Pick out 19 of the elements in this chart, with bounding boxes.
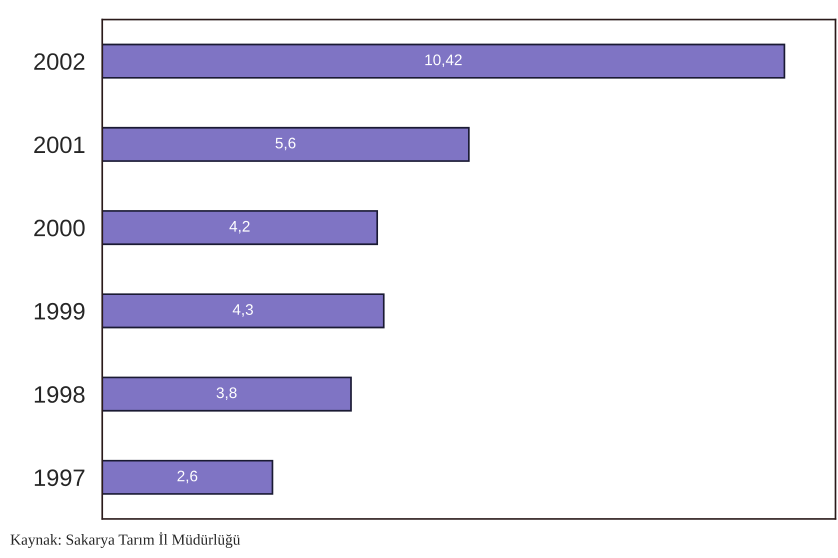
data-label: 2,6 xyxy=(177,470,198,484)
bar xyxy=(102,44,786,79)
bar xyxy=(102,210,378,246)
y-tick-label: 2001 xyxy=(34,136,84,154)
bar xyxy=(102,376,352,412)
bar xyxy=(102,293,385,328)
text: Kaynak: Sakarya Tarım İl Müdürlüğü xyxy=(10,532,240,548)
bar xyxy=(102,460,274,495)
y-tick-label: 2002 xyxy=(34,53,84,70)
data-label: 4,2 xyxy=(229,220,250,234)
data-label: 4,3 xyxy=(232,304,253,317)
data-label: 5,6 xyxy=(276,138,296,150)
data-label: 10,42 xyxy=(425,54,462,68)
y-tick-label: 2000 xyxy=(34,220,85,236)
y-tick-label: 1997 xyxy=(34,469,84,486)
data-label: 3,8 xyxy=(216,387,237,400)
y-tick-label: 1999 xyxy=(34,302,84,320)
bar xyxy=(102,126,470,162)
y-tick-label: 1998 xyxy=(34,386,85,403)
